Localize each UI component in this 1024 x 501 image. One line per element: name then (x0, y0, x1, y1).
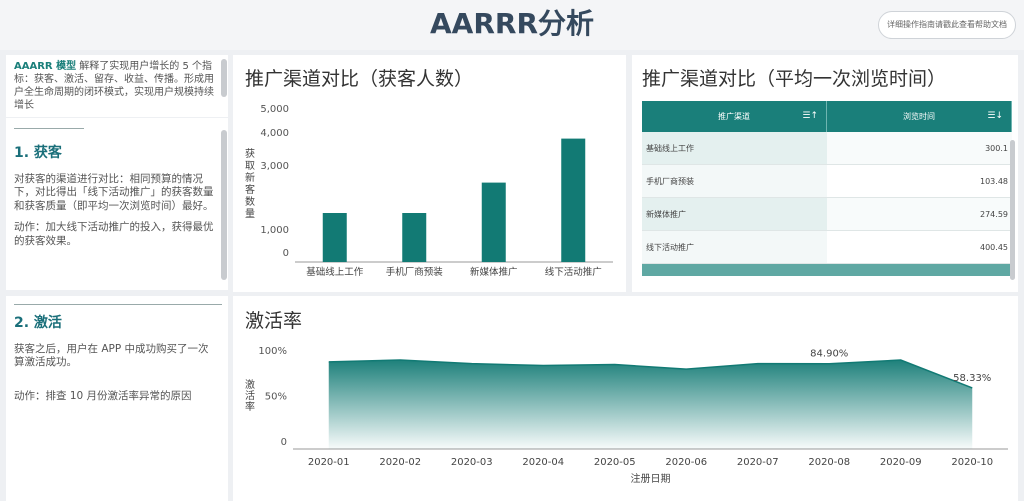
column-header-channel[interactable]: 推广渠道 ☰↑ (642, 101, 827, 132)
bar-chart-card (233, 55, 626, 292)
intro-bold: AAARR 模型 (14, 61, 77, 72)
table-cell: 274.59 (827, 198, 1012, 230)
help-doc-button[interactable]: 详细操作指南请戳此查看帮助文档 (878, 11, 1016, 39)
table-cell: 400.45 (827, 231, 1012, 263)
y-axis-label: 活 (245, 390, 255, 402)
acquisition-card: 1. 获客 对获客的渠道进行对比：相同预算的情况下，对比得出「线下活动推广」的获… (6, 118, 228, 290)
y-axis-label: 新 (245, 171, 255, 184)
x-axis-label: 注册日期 (631, 472, 671, 485)
table-row[interactable]: 手机厂商预装 103.48 (642, 165, 1012, 198)
sort-icon[interactable]: ☰↓ (987, 111, 1003, 121)
y-tick-label: 0 (283, 248, 289, 259)
y-tick-label: 5,000 (260, 104, 289, 115)
data-label: 58.33% (953, 373, 991, 384)
data-label: 84.90% (810, 349, 848, 360)
acquisition-title: 1. 获客 (14, 145, 62, 161)
y-tick-label: 4,000 (260, 128, 289, 139)
bar (402, 213, 427, 262)
x-tick-label: 2020-02 (379, 457, 421, 468)
table-cell: 手机厂商预装 (642, 165, 827, 197)
table-row[interactable]: 基础线上工作 300.1 (642, 132, 1012, 165)
page-title: AARRR分析 (429, 7, 595, 40)
column-label: 推广渠道 (718, 112, 750, 121)
table-cell: 基础线上工作 (642, 132, 827, 164)
bar (561, 138, 586, 262)
section-divider (14, 128, 84, 129)
acquisition-text: 对获客的渠道进行对比：相同预算的情况下，对比得出「线下活动推广」的获客数量和获客… (14, 172, 214, 212)
x-tick-label: 2020-03 (451, 457, 493, 468)
table-header: 推广渠道 ☰↑ 浏览时间 ☰↓ (642, 101, 1012, 132)
y-tick-label: 100% (258, 346, 287, 357)
x-tick-label: 线下活动推广 (545, 266, 602, 278)
table-cell: 300.1 (827, 132, 1012, 164)
y-tick-label: 3,000 (260, 161, 289, 172)
table-row[interactable]: 新媒体推广 274.59 (642, 198, 1012, 231)
x-tick-label: 2020-06 (665, 457, 707, 468)
sort-icon[interactable]: ☰↑ (802, 111, 818, 121)
table-row[interactable]: 线下活动推广 400.45 (642, 231, 1012, 264)
section-divider (14, 304, 222, 305)
activation-card: 2. 激活 获客之后，用户在 APP 中成功购买了一次算激活成功。 动作：排查 … (6, 296, 228, 501)
activation-action: 动作：排查 10 月份激活率异常的原因 (14, 389, 192, 402)
x-tick-label: 2020-10 (951, 457, 993, 468)
header-bar: AARRR分析 详细操作指南请戳此查看帮助文档 (0, 0, 1024, 50)
table-title: 推广渠道对比（平均一次浏览时间） (642, 68, 947, 90)
intro-card: AAARR 模型 解释了实现用户增长的 5 个指标：获客、激活、留存、收益、传播… (6, 55, 228, 117)
y-tick-label: 0 (281, 437, 287, 448)
y-axis-label: 率 (245, 400, 255, 413)
y-axis-label: 量 (245, 208, 255, 220)
activation-title: 2. 激活 (14, 315, 62, 331)
y-tick-label: 50% (265, 392, 287, 403)
y-axis-label: 激 (245, 378, 255, 391)
bar-chart-title: 推广渠道对比（获客人数） (245, 68, 474, 90)
channel-table: 推广渠道 ☰↑ 浏览时间 ☰↓ 基础线上工作 300.1 手机厂商预装 103.48 新… (642, 101, 1012, 276)
y-axis-label: 获 (245, 148, 255, 160)
table-cell: 新媒体推广 (642, 198, 827, 230)
area-chart: 0 50% 100% 激活率 2020-01 2020-02 2020-03 2020-04 2… (245, 346, 1008, 485)
activation-text: 获客之后，用户在 APP 中成功购买了一次算激活成功。 (14, 342, 209, 369)
table-cell: 103.48 (827, 165, 1012, 197)
x-tick-label: 新媒体推广 (470, 266, 518, 278)
column-header-time[interactable]: 浏览时间 ☰↓ (827, 101, 1012, 132)
y-axis-label: 取 (245, 160, 255, 172)
x-tick-label: 2020-08 (808, 457, 850, 468)
table-scrollbar[interactable] (1010, 140, 1015, 280)
table-footer (642, 264, 1012, 276)
x-tick-label: 基础线上工作 (306, 266, 364, 278)
bar (322, 213, 347, 262)
y-axis-label: 数 (245, 195, 255, 208)
acquisition-scrollbar[interactable] (221, 130, 227, 280)
x-tick-label: 2020-01 (308, 457, 350, 468)
y-tick-label: 1,000 (260, 225, 289, 236)
column-label: 浏览时间 (903, 112, 935, 121)
x-tick-label: 2020-04 (522, 457, 564, 468)
acquisition-action: 动作：加大线下活动推广的投入，获得最优的获客效果。 (14, 221, 214, 247)
x-tick-label: 2020-09 (880, 457, 922, 468)
bar (481, 182, 506, 262)
x-tick-label: 2020-05 (594, 457, 636, 468)
series-line (328, 359, 973, 389)
intro-text: 解释了实现用户增长的 5 个指标：获客、激活、留存、收益、传播。形成用户全生命周… (14, 61, 214, 111)
intro-scrollbar[interactable] (221, 59, 227, 97)
x-tick-label: 手机厂商预装 (386, 266, 444, 278)
x-tick-label: 2020-07 (737, 457, 779, 468)
line-chart-title: 激活率 (245, 310, 303, 332)
area-fill (328, 360, 973, 449)
y-axis-label: 客 (245, 183, 255, 196)
table-cell: 线下活动推广 (642, 231, 827, 263)
